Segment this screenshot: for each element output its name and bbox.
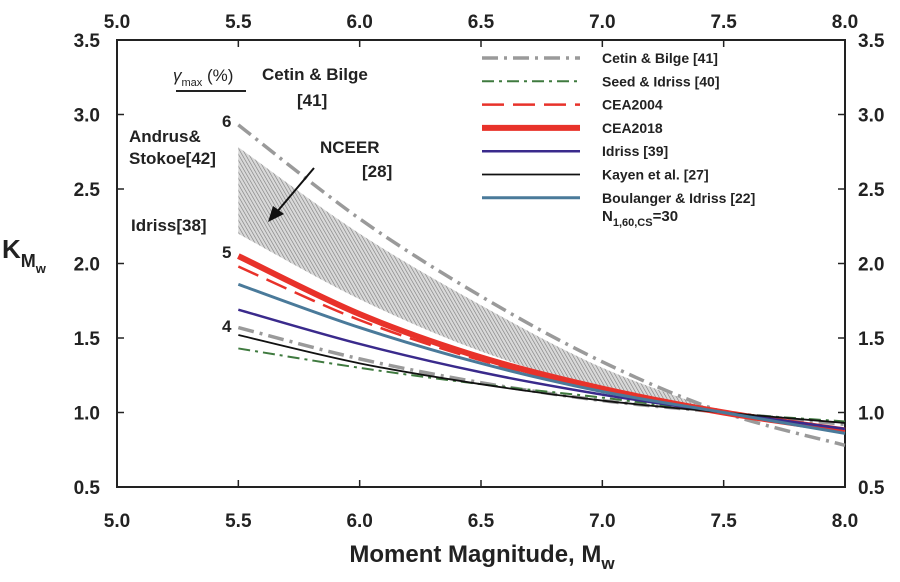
legend-label: Cetin & Bilge [41] xyxy=(602,50,718,66)
legend: Cetin & Bilge [41] Seed & Idriss [40] CEA2… xyxy=(482,50,755,206)
nceer-band xyxy=(238,147,724,413)
nceer-arrowhead xyxy=(268,206,284,222)
x-tick-label-top: 7.0 xyxy=(589,12,615,33)
y-tick-label-right: 3.5 xyxy=(858,31,885,52)
legend-note: N1,60,CS=30 xyxy=(602,208,678,229)
x-tick-label-bottom: 6.5 xyxy=(468,511,495,532)
x-tick-label-top: 6.5 xyxy=(468,12,495,33)
series-line-0 xyxy=(237,123,846,447)
gamma-label-4: 4 xyxy=(222,317,232,336)
legend-label: Seed & Idriss [40] xyxy=(602,73,720,89)
gamma-max-label: γmax (%) xyxy=(173,66,233,89)
y-axis-title: KMw xyxy=(2,234,47,276)
x-tick-label-bottom: 7.5 xyxy=(710,511,737,532)
nceer-annotation: NCEER xyxy=(320,138,380,157)
axis-ticks: 5.0 5.0 5.5 5.5 6.0 6.0 6.5 6.5 7.0 7.0 7.5 7.5 8.0 8… xyxy=(74,12,885,532)
gamma-label-5: 5 xyxy=(222,243,231,262)
legend-label: CEA2004 xyxy=(602,97,663,113)
legend-label: Kayen et al. [27] xyxy=(602,167,709,183)
andrus-stokoe-ref-annotation: Stokoe[42] xyxy=(129,149,216,168)
x-tick-label-bottom: 8.0 xyxy=(832,511,858,532)
y-tick-label-right: 3.0 xyxy=(858,106,884,127)
y-tick-label-left: 0.5 xyxy=(74,478,101,499)
series-line-7 xyxy=(237,282,846,435)
x-axis-title: Moment Magnitude, Mw xyxy=(349,541,615,573)
x-tick-label-top: 5.0 xyxy=(104,12,130,33)
y-tick-label-right: 2.0 xyxy=(858,255,884,276)
nceer-arrow xyxy=(275,167,315,214)
nceer-band-layer xyxy=(238,147,724,413)
y-tick-label-right: 1.0 xyxy=(858,404,884,425)
y-tick-label-right: 1.5 xyxy=(858,329,885,350)
legend-label: CEA2018 xyxy=(602,120,663,136)
x-tick-label-bottom: 5.0 xyxy=(104,511,130,532)
x-tick-label-top: 5.5 xyxy=(225,12,252,33)
plot-frame xyxy=(116,39,846,488)
y-tick-label-left: 3.0 xyxy=(74,106,100,127)
legend-label: Boulanger & Idriss [22] xyxy=(602,190,755,206)
legend-label: Idriss [39] xyxy=(602,143,668,159)
y-tick-label-left: 2.0 xyxy=(74,255,100,276)
cetin-bilge-ref-annotation: [41] xyxy=(297,91,327,110)
y-tick-label-left: 3.5 xyxy=(74,31,101,52)
x-tick-label-top: 8.0 xyxy=(832,12,858,33)
y-tick-label-right: 0.5 xyxy=(858,478,885,499)
gamma-label-6: 6 xyxy=(222,112,231,131)
y-tick-label-left: 2.5 xyxy=(74,180,101,201)
y-tick-label-right: 2.5 xyxy=(858,180,885,201)
idriss38-annotation: Idriss[38] xyxy=(131,216,207,235)
x-tick-label-top: 6.0 xyxy=(346,12,372,33)
andrus-stokoe-annotation: Andrus& xyxy=(129,127,201,146)
nceer-ref-annotation: [28] xyxy=(362,162,392,181)
x-tick-label-bottom: 6.0 xyxy=(346,511,372,532)
x-tick-label-bottom: 7.0 xyxy=(589,511,615,532)
series-layer xyxy=(237,123,846,447)
cetin-bilge-annotation: Cetin & Bilge xyxy=(262,65,368,84)
x-tick-label-bottom: 5.5 xyxy=(225,511,252,532)
annotations: γmax (%) Cetin & Bilge [41] Andrus& Stok… xyxy=(129,65,392,336)
x-tick-label-top: 7.5 xyxy=(710,12,737,33)
y-tick-label-left: 1.0 xyxy=(74,404,100,425)
y-tick-label-left: 1.5 xyxy=(74,329,101,350)
